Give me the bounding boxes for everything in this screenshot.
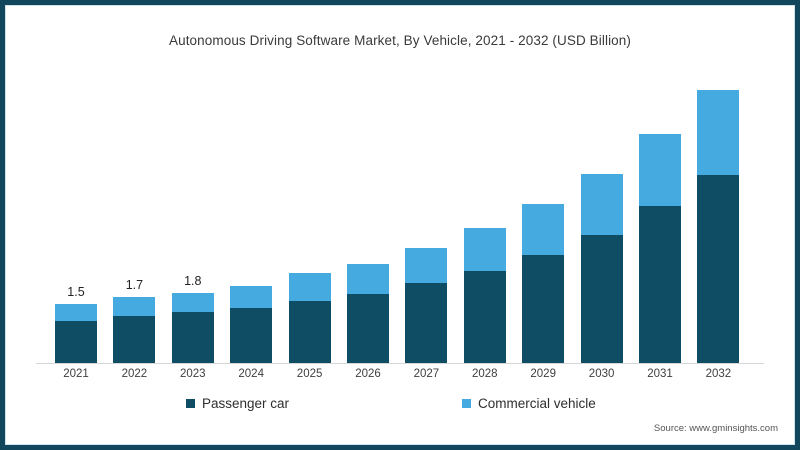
bar-group[interactable]: 1.8 [171,274,214,363]
x-axis-label-2031: 2031 [647,368,673,380]
bar-group[interactable]: 1.7 [113,278,156,363]
bar-segment-commercial-vehicle[interactable] [113,296,156,316]
bar-group[interactable]: 1.5 [55,285,97,363]
bar-group[interactable] [580,174,623,363]
x-axis-tick-labels: 2021 2022 2023 2024 2025 2026 2027 2028 2029 2030… [36,368,766,388]
bar-segment-commercial-vehicle[interactable] [171,292,214,312]
legend-label: Commercial vehicle [478,396,596,411]
bar-group[interactable] [522,203,565,363]
bar-segment-passenger-car[interactable] [639,205,681,363]
bar-segment-passenger-car[interactable] [580,235,623,363]
bar-segment-passenger-car[interactable] [171,311,214,363]
legend-item-commercial-vehicle[interactable]: Commercial vehicle [462,396,596,411]
bar-segment-commercial-vehicle[interactable] [230,286,273,308]
bar-segment-passenger-car[interactable] [405,282,448,363]
legend-swatch-icon [462,399,471,408]
bar-segment-commercial-vehicle[interactable] [288,273,331,301]
x-axis-label-2032: 2032 [705,368,732,380]
bar-segment-commercial-vehicle[interactable] [55,304,97,321]
x-axis-label-2024: 2024 [238,368,264,380]
x-axis-line [36,363,764,364]
bar-segment-commercial-vehicle[interactable] [405,248,448,283]
bar-group[interactable] [230,286,273,363]
bar-value-label: 1.7 [125,277,144,292]
chart-title: Autonomous Driving Software Market, By V… [168,33,631,48]
bar-segment-passenger-car[interactable] [230,307,273,363]
bar-segment-passenger-car[interactable] [697,175,740,363]
x-axis-label-2028: 2028 [472,368,498,380]
plot-area: 1.5 1.7 1.8 [36,70,766,365]
bar-segment-commercial-vehicle[interactable] [639,134,681,206]
bar-value-label: 1.8 [184,273,202,288]
bar-segment-commercial-vehicle[interactable] [463,228,506,272]
bar-segment-passenger-car[interactable] [55,320,97,363]
bar-group[interactable] [639,134,681,363]
bar-segment-commercial-vehicle[interactable] [697,89,740,176]
bar-group[interactable] [697,89,740,363]
source-attribution: Source: www.gminsights.com [653,423,778,434]
bar-segment-passenger-car[interactable] [113,315,156,363]
x-axis-label-2021: 2021 [63,368,89,380]
bar-segment-passenger-car[interactable] [288,300,331,363]
legend-swatch-icon [186,399,195,408]
bar-segment-passenger-car[interactable] [463,271,506,363]
x-axis-label-2027: 2027 [413,368,440,380]
bar-segment-commercial-vehicle[interactable] [580,174,623,236]
x-axis-label-2022: 2022 [121,368,148,380]
bar-group[interactable] [405,248,448,363]
bar-segment-commercial-vehicle[interactable] [522,203,565,256]
chart-legend: Passenger car Commercial vehicle [0,396,800,418]
x-axis-label-2029: 2029 [530,368,556,380]
x-axis-label-2025: 2025 [296,368,323,380]
x-axis-label-2023: 2023 [180,368,206,380]
bar-group[interactable] [288,273,331,363]
bar-group[interactable] [463,228,506,363]
x-axis-label-2030: 2030 [588,368,615,380]
bar-group[interactable] [347,264,389,363]
bar-value-label: 1.5 [67,285,85,300]
bar-segment-commercial-vehicle[interactable] [347,264,389,295]
bar-segment-passenger-car[interactable] [522,255,565,363]
bar-segment-passenger-car[interactable] [347,294,389,363]
legend-label: Passenger car [202,396,290,411]
legend-item-passenger-car[interactable]: Passenger car [186,396,289,411]
x-axis-label-2026: 2026 [355,368,381,380]
